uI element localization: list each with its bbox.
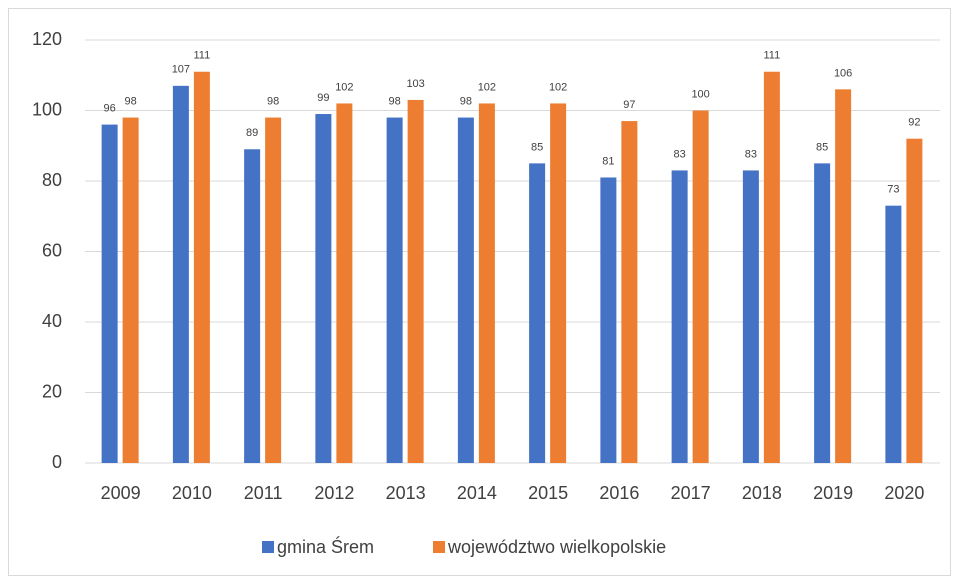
x-tick-label: 2016 <box>599 483 639 503</box>
bar <box>600 177 617 463</box>
value-label: 85 <box>531 141 543 153</box>
y-tick-label: 20 <box>42 381 62 401</box>
y-tick-label: 40 <box>42 311 62 331</box>
bar <box>906 138 923 463</box>
bar <box>265 117 282 464</box>
y-tick-label: 0 <box>52 452 62 472</box>
value-label: 100 <box>691 88 709 100</box>
bar <box>763 71 780 463</box>
value-label: 98 <box>389 95 401 107</box>
value-label: 92 <box>908 117 920 129</box>
legend-swatch <box>433 541 445 553</box>
bar <box>671 170 688 464</box>
value-label: 73 <box>887 184 899 196</box>
value-label: 111 <box>194 50 211 62</box>
value-label: 98 <box>125 95 137 107</box>
legend-swatch <box>262 541 274 553</box>
x-tick-label: 2020 <box>884 483 924 503</box>
bar <box>315 114 332 464</box>
legend-label: gmina Śrem <box>277 536 374 557</box>
value-label: 107 <box>172 64 190 76</box>
bar <box>172 85 189 463</box>
value-label: 81 <box>602 155 614 167</box>
value-label: 85 <box>816 141 828 153</box>
value-label: 98 <box>267 95 279 107</box>
value-label: 106 <box>834 67 852 79</box>
x-tick-label: 2012 <box>314 483 354 503</box>
bar <box>101 124 118 463</box>
bar <box>478 103 495 463</box>
bar <box>814 163 831 463</box>
x-tick-label: 2015 <box>528 483 568 503</box>
legend-label: województwo wielkopolskie <box>447 537 666 557</box>
value-label: 97 <box>623 99 635 111</box>
x-tick-label: 2009 <box>101 483 141 503</box>
bar <box>407 99 424 464</box>
bar <box>692 110 709 463</box>
y-tick-label: 120 <box>32 29 62 49</box>
value-label: 99 <box>317 92 329 104</box>
value-label: 111 <box>764 50 781 62</box>
value-label: 83 <box>674 148 686 160</box>
x-tick-label: 2013 <box>386 483 426 503</box>
bar <box>457 117 474 464</box>
value-label: 83 <box>745 148 757 160</box>
y-tick-label: 100 <box>32 99 62 119</box>
y-tick-label: 60 <box>42 240 62 260</box>
x-tick-label: 2017 <box>671 483 711 503</box>
bar <box>529 163 546 463</box>
value-label: 103 <box>406 78 424 90</box>
x-tick-label: 2014 <box>457 483 497 503</box>
value-label: 102 <box>478 81 496 93</box>
x-tick-label: 2019 <box>813 483 853 503</box>
x-tick-label: 2010 <box>172 483 212 503</box>
y-tick-label: 80 <box>42 170 62 190</box>
bar <box>244 149 261 463</box>
bar <box>336 103 353 463</box>
bar <box>550 103 567 463</box>
bar <box>835 89 852 463</box>
value-label: 102 <box>549 81 567 93</box>
bar <box>386 117 403 464</box>
value-label: 96 <box>104 103 116 115</box>
bar <box>742 170 759 464</box>
bar <box>122 117 139 464</box>
x-tick-label: 2011 <box>244 483 283 503</box>
bar <box>885 205 902 464</box>
bar <box>193 71 210 463</box>
value-label: 89 <box>246 127 258 139</box>
value-label: 102 <box>335 81 353 93</box>
x-tick-label: 2018 <box>742 483 782 503</box>
bar <box>621 121 638 463</box>
value-label: 98 <box>460 95 472 107</box>
